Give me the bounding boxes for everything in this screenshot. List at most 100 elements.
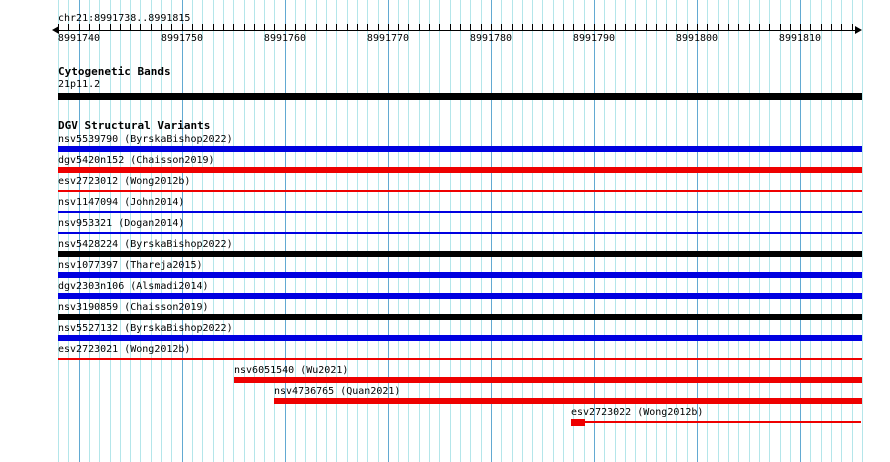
- ruler-tick: [151, 24, 152, 30]
- variant-label: esv2723012 (Wong2012b): [58, 176, 191, 187]
- variant-label: nsv5428224 (ByrskaBishop2022): [58, 239, 233, 250]
- ruler-tick: [470, 24, 471, 30]
- grid-line: [831, 0, 832, 462]
- variant-bar[interactable]: [58, 358, 862, 360]
- grid-line: [192, 0, 193, 462]
- ruler-tick: [841, 24, 842, 30]
- grid-line: [718, 0, 719, 462]
- ruler-tick: [707, 24, 708, 30]
- ruler-tick: [460, 24, 461, 30]
- grid-line: [635, 0, 636, 462]
- variant-bar[interactable]: [58, 211, 862, 213]
- ruler-tick: [264, 24, 265, 30]
- ruler-tick: [769, 24, 770, 30]
- ruler-tick-label: 8991770: [366, 33, 410, 44]
- ruler-tick: [429, 24, 430, 30]
- ruler-tick: [522, 24, 523, 30]
- variant-label: dgv5420n152 (Chaisson2019): [58, 155, 215, 166]
- ruler-tick-label: 8991800: [675, 33, 719, 44]
- variant-bar[interactable]: [58, 251, 862, 257]
- cytogenetic-band-label: 21p11.2: [58, 79, 101, 90]
- grid-line: [676, 0, 677, 462]
- grid-line: [749, 0, 750, 462]
- variant-bar[interactable]: [58, 190, 862, 192]
- grid-line: [419, 0, 420, 462]
- grid-line: [439, 0, 440, 462]
- ruler-tick: [120, 24, 121, 30]
- variant-bar[interactable]: [58, 146, 862, 152]
- grid-line: [460, 0, 461, 462]
- ruler-tick: [573, 24, 574, 30]
- grid-line: [470, 0, 471, 462]
- grid-line: [408, 0, 409, 462]
- ruler-tick: [687, 24, 688, 30]
- grid-line: [862, 0, 863, 462]
- ruler-tick: [58, 24, 59, 30]
- ruler-tick: [182, 24, 183, 30]
- variant-extension-line[interactable]: [585, 421, 861, 423]
- ruler-tick: [408, 24, 409, 30]
- ruler-tick: [68, 24, 69, 30]
- cytogenetic-band-bar[interactable]: [58, 93, 862, 100]
- ruler-tick: [223, 24, 224, 30]
- ruler-tick: [635, 24, 636, 30]
- variant-bar[interactable]: [58, 314, 862, 320]
- ruler-tick: [388, 24, 389, 30]
- variant-label: esv2723021 (Wong2012b): [58, 344, 191, 355]
- variant-label: nsv6051540 (Wu2021): [234, 365, 349, 376]
- ruler-tick: [130, 24, 131, 30]
- variant-bar[interactable]: [58, 335, 862, 341]
- ruler-tick: [336, 24, 337, 30]
- grid-line: [542, 0, 543, 462]
- grid-line: [213, 0, 214, 462]
- ruler-tick: [481, 24, 482, 30]
- ruler-tick: [790, 24, 791, 30]
- ruler-tick: [491, 24, 492, 30]
- variant-bar[interactable]: [234, 377, 862, 383]
- grid-line: [429, 0, 430, 462]
- variant-bar[interactable]: [58, 272, 862, 278]
- grid-line: [254, 0, 255, 462]
- grid-line: [728, 0, 729, 462]
- ruler-tick: [852, 24, 853, 30]
- ruler-tick: [439, 24, 440, 30]
- ruler-tick: [79, 24, 80, 30]
- grid-line: [800, 0, 801, 462]
- grid-line: [512, 0, 513, 462]
- ruler-tick-label: 8991810: [778, 33, 822, 44]
- section-title-cytogenetic: Cytogenetic Bands: [58, 65, 171, 78]
- variant-label: nsv953321 (Dogan2014): [58, 218, 185, 229]
- ruler-tick: [604, 24, 605, 30]
- variant-bar[interactable]: [571, 419, 585, 426]
- ruler-tick: [110, 24, 111, 30]
- grid-line: [666, 0, 667, 462]
- variant-bar[interactable]: [58, 293, 862, 299]
- ruler-tick: [305, 24, 306, 30]
- ruler-tick: [213, 24, 214, 30]
- ruler-tick: [378, 24, 379, 30]
- variant-label: nsv5527132 (ByrskaBishop2022): [58, 323, 233, 334]
- grid-line: [759, 0, 760, 462]
- grid-line: [573, 0, 574, 462]
- grid-line: [697, 0, 698, 462]
- ruler-tick: [563, 24, 564, 30]
- ruler-tick: [800, 24, 801, 30]
- grid-line: [532, 0, 533, 462]
- ruler-tick: [244, 24, 245, 30]
- ruler-tick: [202, 24, 203, 30]
- grid-line: [264, 0, 265, 462]
- ruler-tick: [810, 24, 811, 30]
- variant-bar[interactable]: [58, 167, 862, 173]
- grid-line: [553, 0, 554, 462]
- variant-label: nsv5539790 (ByrskaBishop2022): [58, 134, 233, 145]
- grid-line: [738, 0, 739, 462]
- variant-label: nsv1077397 (Thareja2015): [58, 260, 203, 271]
- variant-bar[interactable]: [274, 398, 862, 404]
- grid-line: [501, 0, 502, 462]
- ruler-tick: [326, 24, 327, 30]
- ruler-tick: [512, 24, 513, 30]
- variant-label: esv2723022 (Wong2012b): [571, 407, 704, 418]
- variant-bar[interactable]: [58, 232, 862, 234]
- grid-line: [563, 0, 564, 462]
